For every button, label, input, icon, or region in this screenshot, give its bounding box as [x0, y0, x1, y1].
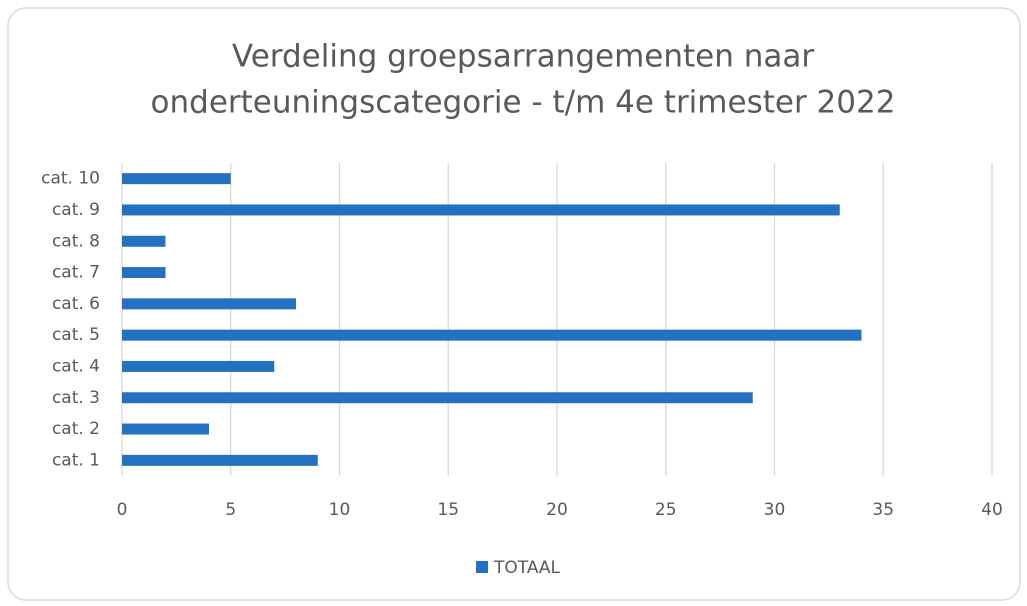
- y-tick-label: cat. 6: [52, 294, 100, 314]
- y-tick-label: cat. 2: [52, 419, 100, 439]
- bar: [122, 267, 166, 279]
- bar: [122, 392, 753, 404]
- y-tick-label: cat. 4: [52, 356, 100, 376]
- x-tick-label: 25: [655, 500, 677, 520]
- y-tick-label: cat. 9: [52, 200, 100, 220]
- y-tick-label: cat. 5: [52, 325, 100, 345]
- x-tick-label: 30: [764, 500, 786, 520]
- chart-frame: [7, 7, 1021, 601]
- bar: [122, 423, 209, 435]
- y-tick-label: cat. 1: [52, 450, 100, 470]
- y-tick-label: cat. 7: [52, 263, 100, 283]
- legend-swatch: [476, 561, 488, 573]
- chart-title: onderteuningscategorie - t/m 4e trimeste…: [151, 85, 896, 121]
- x-tick-label: 15: [437, 500, 459, 520]
- bar: [122, 329, 862, 341]
- bar: [122, 360, 275, 372]
- x-tick-label: 0: [117, 500, 128, 520]
- y-tick-label: cat. 10: [41, 169, 100, 189]
- bar: [122, 454, 318, 466]
- x-tick-label: 40: [981, 500, 1003, 520]
- bar: [122, 173, 231, 185]
- bar: [122, 204, 840, 216]
- x-tick-label: 20: [546, 500, 568, 520]
- y-tick-label: cat. 8: [52, 231, 100, 251]
- x-tick-label: 35: [872, 500, 894, 520]
- y-tick-label: cat. 3: [52, 388, 100, 408]
- bar: [122, 298, 296, 310]
- x-tick-label: 5: [225, 500, 236, 520]
- bar: [122, 235, 166, 247]
- chart-title: Verdeling groepsarrangementen naar: [232, 39, 814, 75]
- legend-label: TOTAAL: [493, 558, 561, 578]
- x-tick-label: 10: [329, 500, 351, 520]
